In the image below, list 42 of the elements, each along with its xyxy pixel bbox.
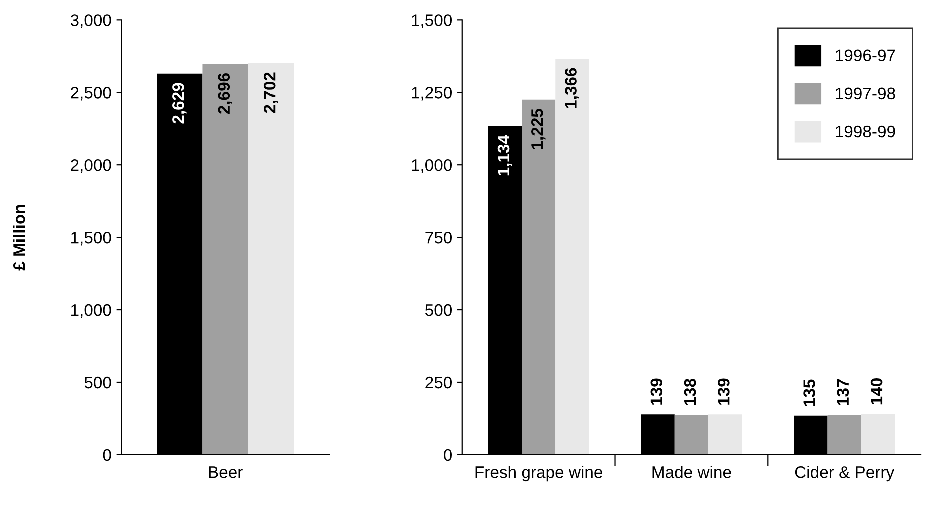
y-tick-label: 1,250 bbox=[412, 87, 452, 101]
data-label: 139 bbox=[718, 378, 730, 405]
bar bbox=[556, 59, 590, 455]
x-tick-label: Beer bbox=[209, 466, 243, 478]
legend-label: 1997-98 bbox=[836, 88, 896, 100]
data-label: 1,366 bbox=[565, 68, 580, 108]
bar bbox=[861, 414, 896, 455]
y-tick-label: 750 bbox=[426, 232, 452, 244]
x-tick-label: Made wine bbox=[652, 466, 732, 478]
y-tick-label: 500 bbox=[84, 376, 112, 389]
y-tick-label: 1,000 bbox=[72, 304, 112, 318]
bar bbox=[248, 63, 294, 455]
data-label: 137 bbox=[837, 379, 850, 406]
data-label: 2,696 bbox=[218, 74, 232, 114]
y-tick-label: 0 bbox=[444, 449, 452, 462]
bar bbox=[202, 64, 248, 455]
bar bbox=[522, 100, 556, 455]
x-tick-label: Cider & Perry bbox=[795, 466, 895, 482]
data-label: 1,134 bbox=[498, 135, 512, 176]
data-label: 138 bbox=[684, 378, 696, 406]
data-label: 140 bbox=[870, 378, 883, 405]
y-axis-title: £ Million bbox=[13, 205, 26, 271]
data-label: 139 bbox=[650, 378, 663, 405]
y-tick-label: 2,500 bbox=[71, 87, 112, 101]
y-tick-label: 1,000 bbox=[412, 159, 452, 174]
x-tick-label: Fresh grape wine bbox=[476, 466, 602, 482]
bar bbox=[828, 415, 862, 455]
y-tick-label: 2,000 bbox=[71, 159, 112, 174]
y-tick-label: 3,000 bbox=[70, 14, 112, 28]
bar bbox=[708, 414, 742, 455]
data-label: 135 bbox=[804, 380, 816, 406]
legend-label: 1996-97 bbox=[836, 50, 896, 62]
y-tick-label: 500 bbox=[426, 304, 452, 316]
data-label: 2,702 bbox=[264, 72, 278, 114]
y-tick-label: 250 bbox=[426, 376, 452, 389]
y-tick-label: 0 bbox=[103, 449, 112, 462]
data-label: 1,225 bbox=[531, 109, 546, 150]
y-tick-label: 1,500 bbox=[72, 232, 112, 246]
legend-label: 1998-99 bbox=[836, 126, 896, 138]
y-tick-label: 1,500 bbox=[412, 14, 452, 28]
bar bbox=[674, 414, 709, 455]
data-label: 2,629 bbox=[172, 83, 187, 124]
